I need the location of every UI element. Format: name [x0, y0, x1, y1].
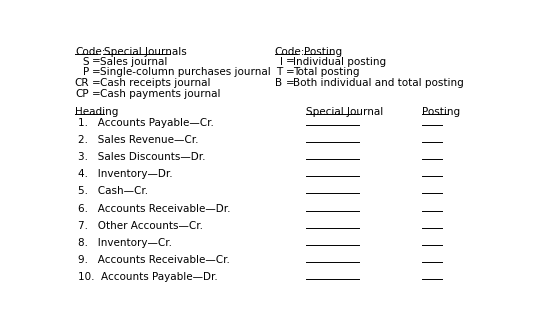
Text: P: P — [83, 67, 89, 77]
Text: =: = — [92, 56, 100, 67]
Text: 3.   Sales Discounts—Dr.: 3. Sales Discounts—Dr. — [78, 152, 206, 162]
Text: Heading: Heading — [75, 107, 118, 117]
Text: 4.   Inventory—Dr.: 4. Inventory—Dr. — [78, 169, 172, 179]
Text: Individual posting: Individual posting — [293, 56, 387, 67]
Text: 6.   Accounts Receivable—Dr.: 6. Accounts Receivable—Dr. — [78, 204, 230, 214]
Text: 9.   Accounts Receivable—Cr.: 9. Accounts Receivable—Cr. — [78, 255, 230, 265]
Text: Special Journals: Special Journals — [104, 47, 187, 57]
Text: S: S — [82, 56, 89, 67]
Text: 8.   Inventory—Cr.: 8. Inventory—Cr. — [78, 238, 172, 248]
Text: Posting: Posting — [304, 47, 343, 57]
Text: 5.   Cash—Cr.: 5. Cash—Cr. — [78, 186, 148, 197]
Text: CR: CR — [74, 78, 89, 88]
Text: 1.   Accounts Payable—Cr.: 1. Accounts Payable—Cr. — [78, 118, 214, 128]
Text: 2.   Sales Revenue—Cr.: 2. Sales Revenue—Cr. — [78, 135, 199, 145]
Text: =: = — [92, 78, 100, 88]
Text: =: = — [286, 67, 294, 77]
Text: Cash receipts journal: Cash receipts journal — [100, 78, 210, 88]
Text: Sales journal: Sales journal — [100, 56, 167, 67]
Text: I: I — [280, 56, 282, 67]
Text: T: T — [277, 67, 282, 77]
Text: Cash payments journal: Cash payments journal — [100, 89, 220, 99]
Text: Total posting: Total posting — [293, 67, 360, 77]
Text: Single-column purchases journal: Single-column purchases journal — [100, 67, 271, 77]
Text: Posting: Posting — [422, 107, 460, 117]
Text: Special Journal: Special Journal — [306, 107, 383, 117]
Text: 7.   Other Accounts—Cr.: 7. Other Accounts—Cr. — [78, 221, 203, 231]
Text: 10.  Accounts Payable—Dr.: 10. Accounts Payable—Dr. — [78, 272, 217, 282]
Text: Code:: Code: — [75, 47, 105, 57]
Text: =: = — [286, 78, 294, 88]
Text: B: B — [275, 78, 282, 88]
Text: =: = — [286, 56, 294, 67]
Text: Both individual and total posting: Both individual and total posting — [293, 78, 464, 88]
Text: =: = — [92, 89, 100, 99]
Text: =: = — [92, 67, 100, 77]
Text: Code:: Code: — [275, 47, 305, 57]
Text: CP: CP — [75, 89, 89, 99]
